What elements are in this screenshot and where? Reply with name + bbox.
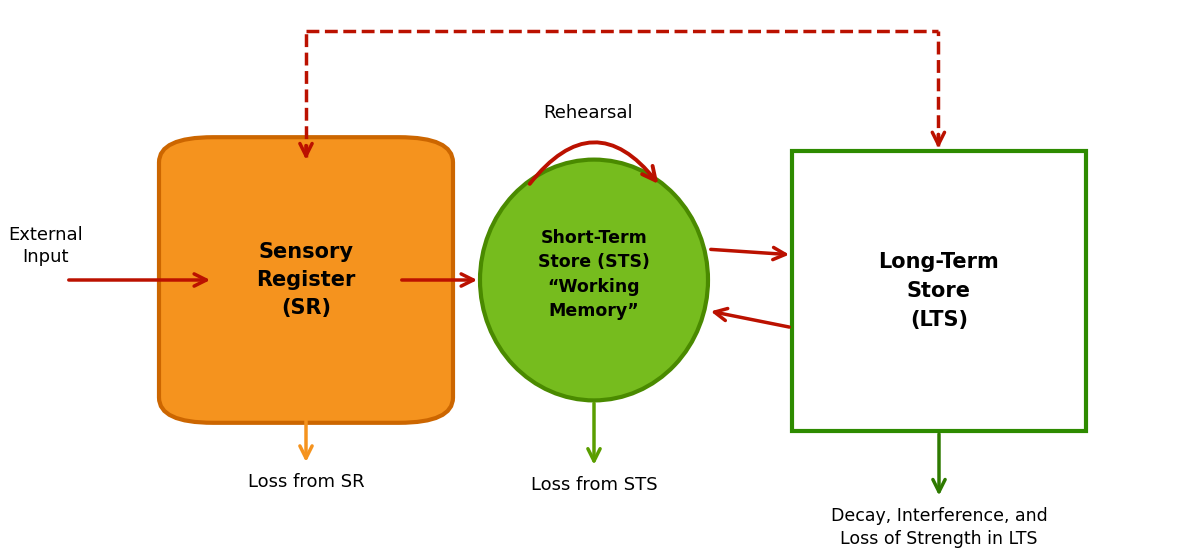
FancyBboxPatch shape [158, 137, 454, 423]
FancyBboxPatch shape [792, 151, 1086, 431]
Text: Loss from STS: Loss from STS [530, 476, 658, 494]
Ellipse shape [480, 160, 708, 400]
Text: Decay, Interference, and
Loss of Strength in LTS: Decay, Interference, and Loss of Strengt… [830, 507, 1048, 548]
Text: Loss from SR: Loss from SR [247, 473, 365, 491]
Text: External
Input: External Input [8, 226, 83, 267]
Text: Long-Term
Store
(LTS): Long-Term Store (LTS) [878, 253, 1000, 330]
Text: Short-Term
Store (STS)
“Working
Memory”: Short-Term Store (STS) “Working Memory” [538, 229, 650, 320]
Text: Sensory
Register
(SR): Sensory Register (SR) [257, 242, 355, 318]
Text: Rehearsal: Rehearsal [544, 104, 632, 122]
